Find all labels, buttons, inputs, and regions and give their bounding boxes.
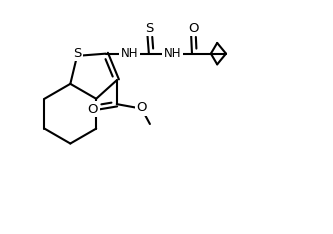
Text: NH: NH [121,47,139,60]
Text: NH: NH [164,47,181,60]
Text: O: O [88,102,98,116]
Text: O: O [188,22,198,35]
Text: O: O [137,101,147,114]
Text: S: S [73,47,81,60]
Text: S: S [145,22,154,35]
